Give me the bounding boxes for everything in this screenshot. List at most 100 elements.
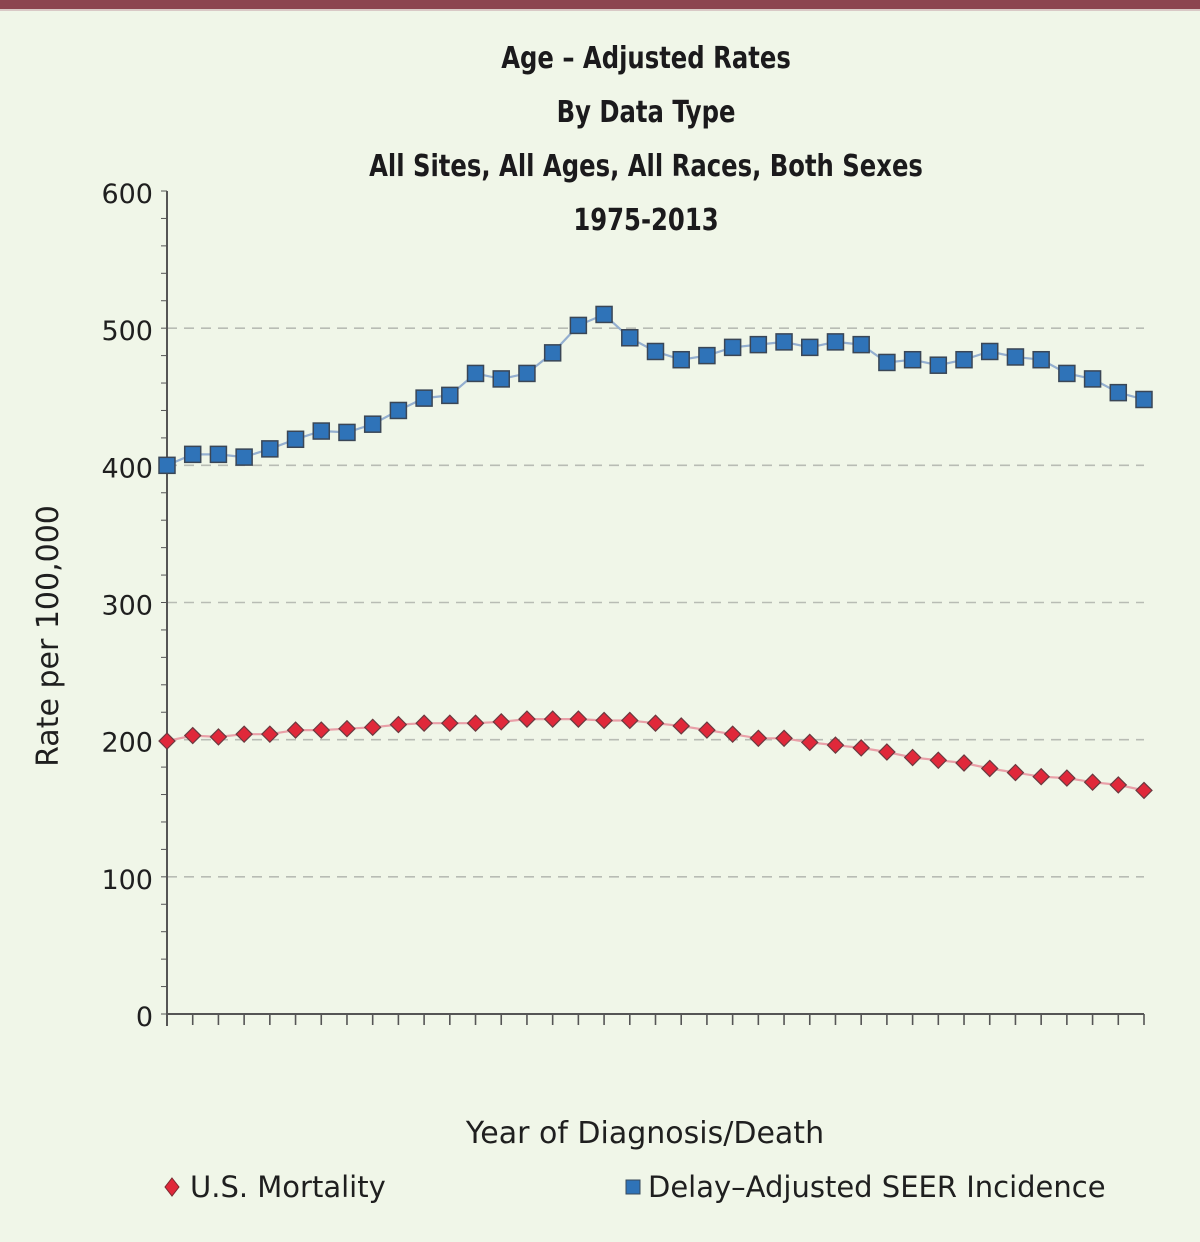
- data-point: [929, 356, 948, 374]
- data-point: [980, 759, 999, 778]
- data-point: [1135, 781, 1153, 800]
- data-point: [158, 456, 176, 475]
- legend-label-mortality: U.S. Mortality: [190, 1170, 386, 1204]
- legend-item-incidence: Delay–Adjusted SEER Incidence: [625, 1170, 1106, 1204]
- y-tick-label: 400: [101, 453, 153, 484]
- data-point: [440, 714, 459, 733]
- data-point: [698, 346, 716, 365]
- data-point: [1109, 776, 1128, 794]
- data-point: [672, 717, 691, 735]
- data-point: [312, 721, 331, 739]
- data-point: [260, 725, 279, 744]
- chart-title-line-3: All Sites, All Ages, All Races, Both Sex…: [369, 149, 923, 184]
- data-point: [235, 725, 253, 744]
- top-rule: [0, 0, 1200, 9]
- chart-title: Age – Adjusted Rates By Data Type All Si…: [0, 32, 1200, 248]
- data-point: [980, 342, 999, 361]
- chart-title-line-2: By Data Type: [556, 95, 736, 130]
- data-point: [955, 754, 973, 772]
- data-point: [569, 710, 588, 728]
- data-point: [1109, 383, 1128, 402]
- data-point: [209, 445, 228, 464]
- data-point: [569, 316, 588, 335]
- data-point: [338, 423, 356, 442]
- y-axis-title: Rate per 100,000: [31, 505, 66, 767]
- data-point: [158, 732, 176, 750]
- data-point: [878, 743, 896, 761]
- chart-title-line-4: 1975-2013: [573, 203, 719, 238]
- data-point: [1083, 370, 1102, 388]
- data-point: [903, 748, 922, 767]
- data-point: [518, 710, 536, 728]
- data-point: [1006, 763, 1025, 782]
- y-tick-label: 500: [101, 316, 153, 347]
- data-point: [621, 329, 639, 347]
- data-point: [1058, 769, 1076, 787]
- data-point: [543, 710, 562, 728]
- data-point: [620, 711, 639, 730]
- data-point: [492, 712, 511, 731]
- series-layer: [158, 305, 1153, 800]
- data-point: [389, 401, 408, 420]
- data-point: [826, 333, 845, 351]
- chart-title-line-1: Age – Adjusted Rates: [501, 41, 791, 76]
- data-point: [723, 725, 742, 744]
- data-point: [878, 353, 896, 372]
- data-point: [338, 719, 356, 738]
- data-point: [492, 370, 510, 388]
- data-point: [441, 386, 459, 405]
- y-tick-label: 200: [101, 728, 153, 759]
- data-point: [826, 736, 845, 755]
- data-point: [1135, 390, 1153, 409]
- data-point: [852, 335, 870, 354]
- series-us-mortality: [158, 710, 1153, 800]
- data-point: [595, 711, 613, 730]
- series-seer-incidence: [158, 305, 1153, 475]
- data-point: [800, 733, 819, 752]
- data-point: [801, 338, 819, 357]
- data-point: [415, 714, 433, 733]
- data-point: [672, 350, 690, 369]
- data-point: [183, 726, 202, 745]
- data-point: [261, 440, 279, 458]
- data-point: [209, 728, 228, 746]
- data-point: [775, 333, 793, 351]
- data-point: [1058, 364, 1076, 383]
- data-point: [235, 448, 253, 466]
- data-point: [312, 422, 331, 440]
- legend-item-mortality: U.S. Mortality: [164, 1170, 386, 1204]
- data-point: [775, 729, 793, 748]
- legend-label-incidence: Delay–Adjusted SEER Incidence: [648, 1170, 1106, 1204]
- data-point: [389, 715, 408, 734]
- y-tick-label: 100: [101, 865, 153, 896]
- data-point: [415, 389, 433, 407]
- axes: [166, 191, 1144, 1026]
- data-point: [1006, 348, 1025, 366]
- y-tick-label: 600: [101, 179, 153, 210]
- data-point: [363, 415, 382, 433]
- data-point: [466, 714, 485, 733]
- x-axis-ticks: 197519801985199019952000200520102013: [166, 1014, 1145, 1025]
- diamond-marker-icon: [164, 1177, 180, 1197]
- series-line: [166, 313, 1145, 467]
- data-point: [955, 350, 973, 369]
- data-point: [1083, 773, 1102, 792]
- data-point: [466, 364, 485, 383]
- data-point: [749, 335, 768, 354]
- data-point: [749, 729, 768, 748]
- data-point: [723, 338, 742, 357]
- data-point: [646, 342, 665, 361]
- gridlines: [167, 327, 1144, 878]
- data-point: [286, 430, 305, 449]
- data-point: [183, 445, 202, 464]
- data-point: [363, 718, 382, 737]
- y-axis-ticks: 0 100 200 300 400 500 600: [101, 179, 167, 1033]
- data-point: [698, 721, 716, 739]
- data-point: [595, 305, 613, 324]
- data-point: [1032, 767, 1051, 786]
- legend: U.S. Mortality Delay–Adjusted SEER Incid…: [164, 1170, 1106, 1204]
- data-point: [903, 350, 922, 369]
- data-point: [518, 364, 536, 383]
- y-tick-label: 0: [136, 1002, 153, 1033]
